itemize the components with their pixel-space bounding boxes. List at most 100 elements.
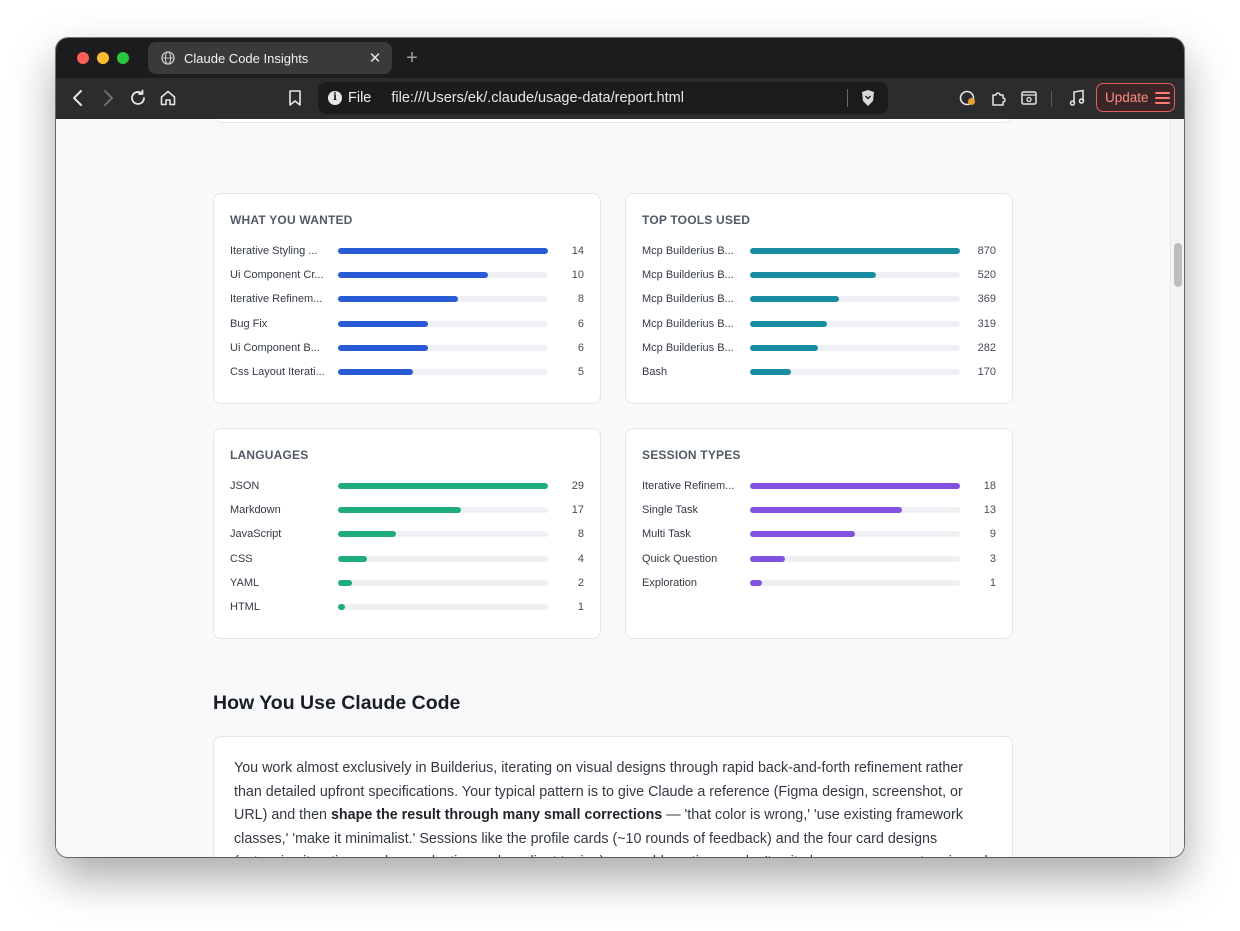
bar-fill (750, 531, 855, 538)
card-top-tools-used: TOP TOOLS USED Mcp Builderius B... 870 Mcp… (625, 193, 1013, 404)
bar-fill (338, 344, 428, 351)
extensions-icon[interactable] (987, 86, 1011, 110)
bar-value: 5 (577, 366, 584, 378)
bar-fill (338, 579, 353, 586)
bookmark-icon[interactable] (283, 86, 307, 110)
bar-row: JSON 29 (230, 478, 584, 494)
bar-row: CSS 4 (230, 551, 584, 567)
back-icon[interactable] (66, 86, 90, 110)
bar-value: 4 (577, 552, 584, 565)
bar-value: 3 (989, 552, 996, 565)
bar-value: 10 (571, 269, 584, 282)
url-text[interactable]: file:///Users/ek/.claude/usage-data/repo… (391, 90, 684, 106)
bar-row: Mcp Builderius B... 319 (642, 316, 996, 332)
bar-value: 29 (571, 480, 584, 492)
close-tab-icon[interactable]: ✕ (368, 50, 382, 67)
bar-label: Mcp Builderius B... (642, 293, 734, 306)
bar-track (338, 320, 548, 327)
minimize-window-button[interactable] (97, 52, 109, 64)
bar-label: Css Layout Iterati... (230, 366, 325, 378)
browser-window: Claude Code Insights ✕ + i File file:///… (56, 38, 1184, 857)
update-label: Update (1105, 90, 1149, 105)
bar-track (750, 555, 960, 562)
bar-row: Bug Fix 6 (230, 316, 584, 332)
bar-value: 6 (577, 317, 584, 330)
card-languages: LANGUAGES JSON 29 Markdown 17 JavaScript 8 CSS… (213, 428, 601, 639)
bar-track (338, 555, 548, 562)
address-divider (847, 89, 848, 107)
bar-row: Quick Question 3 (642, 551, 996, 567)
bar-row: Css Layout Iterati... 5 (230, 364, 584, 380)
bar-value: 2 (577, 576, 584, 589)
bar-label: Mcp Builderius B... (642, 317, 734, 330)
bar-track (750, 248, 960, 254)
reload-icon[interactable] (126, 86, 150, 110)
browser-toolbar: i File file:///Users/ek/.claude/usage-da… (56, 78, 1184, 119)
bar-track (338, 507, 548, 514)
rewards-icon[interactable] (956, 86, 980, 110)
bar-fill (750, 579, 762, 586)
active-tab[interactable]: Claude Code Insights ✕ (148, 42, 392, 74)
reader-icon[interactable] (1017, 86, 1041, 110)
bar-fill (750, 296, 840, 303)
bar-fill (338, 272, 488, 279)
bar-track (338, 344, 548, 351)
bar-fill (338, 483, 548, 489)
update-button[interactable]: Update (1096, 83, 1175, 112)
bar-track (750, 483, 960, 489)
brave-shield-icon[interactable] (858, 89, 878, 107)
bar-track (338, 272, 548, 279)
address-bar[interactable]: i File file:///Users/ek/.claude/usage-da… (318, 82, 888, 114)
bar-label: Iterative Refinem... (230, 293, 323, 306)
bar-track (750, 531, 960, 538)
bar-value: 9 (989, 528, 996, 541)
tab-bar: Claude Code Insights ✕ + (56, 38, 1184, 78)
scrollbar-thumb[interactable] (1174, 243, 1182, 287)
media-icon[interactable] (1065, 86, 1089, 110)
narrative-emphasis: shape the result through many small corr… (330, 807, 663, 824)
bar-row: Mcp Builderius B... 369 (642, 291, 996, 307)
bar-fill (338, 320, 428, 327)
card-session-types: SESSION TYPES Iterative Refinem... 18 Sing… (625, 428, 1013, 639)
scrollbar[interactable] (1170, 119, 1184, 857)
bar-fill (338, 531, 396, 538)
bar-track (338, 369, 548, 375)
bar-label: Exploration (642, 576, 698, 589)
bar-row: Iterative Refinem... 18 (642, 478, 996, 494)
forward-icon[interactable] (96, 86, 120, 110)
card-what-you-wanted: WHAT YOU WANTED Iterative Styling ... 14 U… (213, 193, 601, 404)
bar-track (750, 507, 960, 514)
bar-label: HTML (230, 601, 260, 613)
bar-fill (338, 555, 367, 562)
bar-fill (750, 369, 792, 375)
bar-value: 8 (577, 293, 584, 306)
bar-track (750, 579, 960, 586)
site-info-icon[interactable]: i (328, 91, 342, 105)
bar-value: 8 (577, 528, 584, 541)
bar-label: Single Task (642, 504, 699, 517)
bar-label: Markdown (230, 504, 281, 517)
bar-label: JavaScript (230, 528, 282, 541)
bar-value: 1 (577, 601, 584, 613)
bar-row: Mcp Builderius B... 282 (642, 340, 996, 356)
zoom-window-button[interactable] (117, 52, 129, 64)
bar-label: YAML (230, 576, 260, 589)
home-icon[interactable] (156, 86, 180, 110)
bar-fill (750, 483, 960, 489)
bar-row: Ui Component Cr... 10 (230, 267, 584, 283)
bar-label: Quick Question (642, 552, 718, 565)
bar-fill (750, 507, 902, 514)
close-window-button[interactable] (77, 52, 89, 64)
bar-row: JavaScript 8 (230, 526, 584, 542)
bar-label: JSON (230, 480, 260, 492)
bar-value: 17 (571, 504, 584, 517)
bar-track (750, 344, 960, 351)
bar-row: Iterative Refinem... 8 (230, 291, 584, 307)
new-tab-button[interactable]: + (406, 47, 418, 69)
bar-row: Single Task 13 (642, 502, 996, 518)
bar-value: 319 (977, 317, 996, 330)
bar-value: 1 (989, 576, 996, 589)
menu-icon (1154, 91, 1170, 104)
bar-label: Bug Fix (230, 317, 268, 330)
card-title: TOP TOOLS USED (642, 213, 751, 227)
